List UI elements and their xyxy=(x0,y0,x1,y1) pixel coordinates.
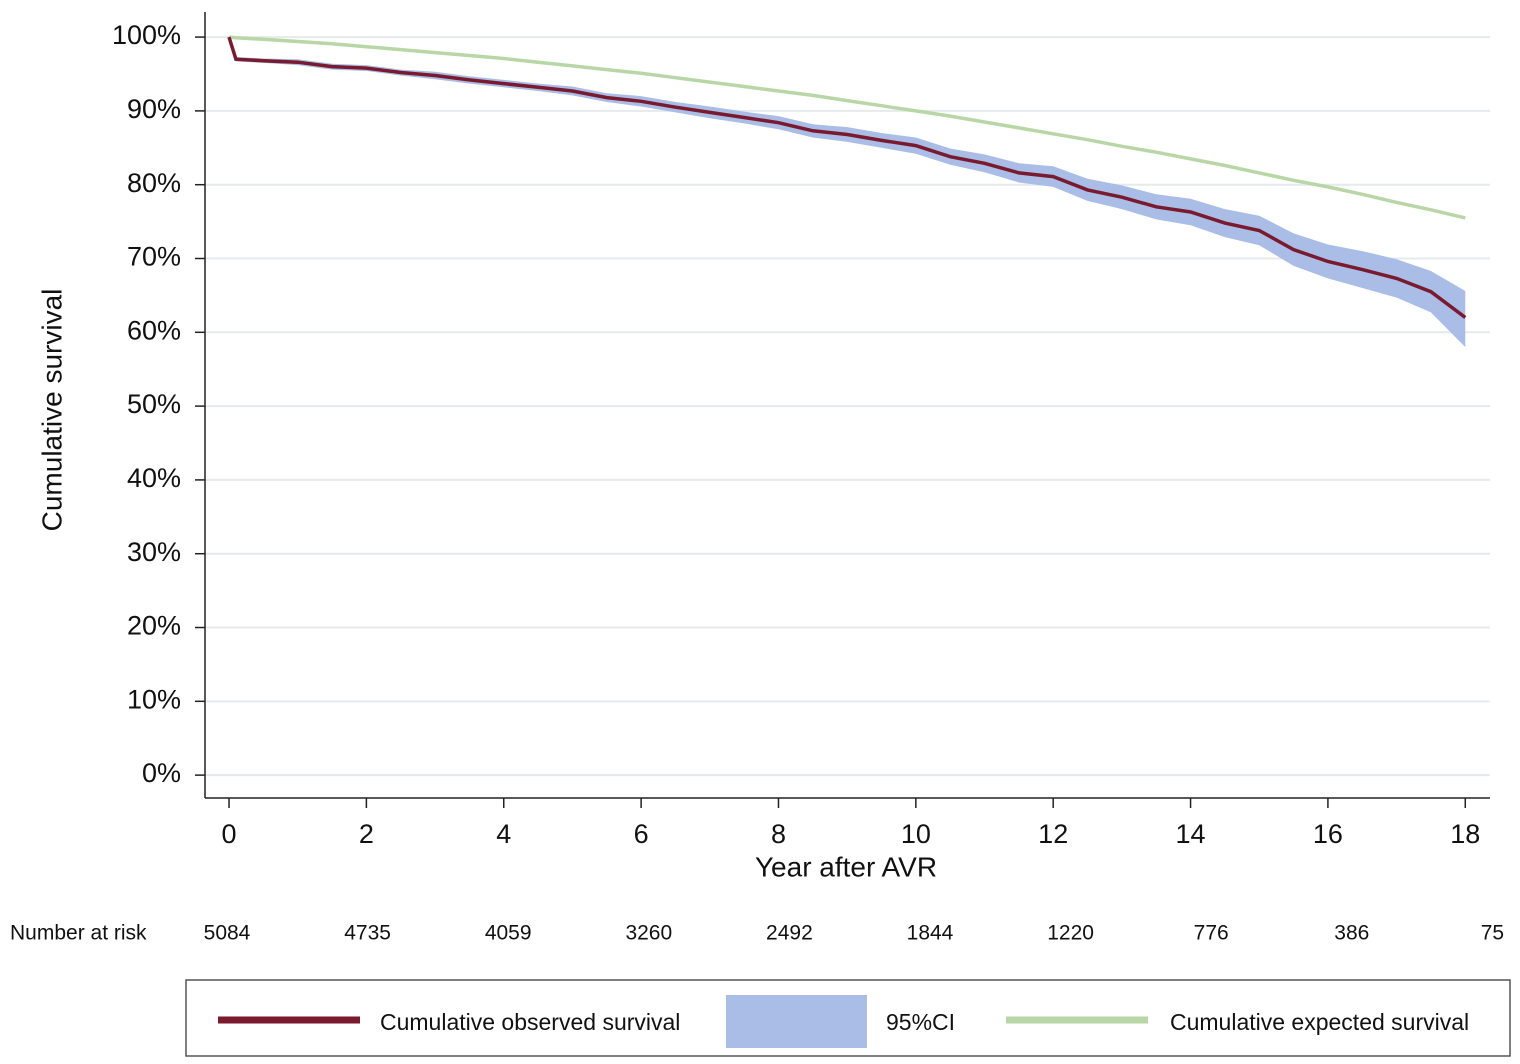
x-tick-label: 12 xyxy=(1038,819,1068,849)
y-axis-label: Cumulative survival xyxy=(36,289,67,532)
risk-label: Number at risk xyxy=(10,922,147,945)
x-tick-label: 6 xyxy=(634,819,649,849)
y-tick-label: 40% xyxy=(127,463,181,493)
risk-value: 1844 xyxy=(907,922,954,945)
x-tick-label: 2 xyxy=(359,819,374,849)
legend-label: Cumulative observed survival xyxy=(380,1009,680,1035)
x-tick-label: 10 xyxy=(901,819,931,849)
x-tick-label: 16 xyxy=(1313,819,1343,849)
y-tick-label: 70% xyxy=(127,242,181,272)
legend-label: Cumulative expected survival xyxy=(1170,1009,1469,1035)
risk-value: 5084 xyxy=(204,922,251,945)
y-tick-label: 90% xyxy=(127,94,181,124)
x-axis-label: Year after AVR xyxy=(755,851,937,882)
legend-swatch xyxy=(726,995,867,1048)
risk-value: 3260 xyxy=(625,922,672,945)
x-tick-label: 0 xyxy=(222,819,237,849)
risk-value: 75 xyxy=(1481,922,1504,945)
survival-line xyxy=(228,35,1466,220)
risk-value: 4059 xyxy=(485,922,532,945)
y-tick-label: 60% xyxy=(127,315,181,345)
x-tick-label: 4 xyxy=(496,819,511,849)
survival-line xyxy=(227,36,1467,319)
y-tick-label: 10% xyxy=(127,684,181,714)
risk-value: 1220 xyxy=(1047,922,1094,945)
risk-value: 776 xyxy=(1194,922,1229,945)
y-tick-label: 50% xyxy=(127,389,181,419)
y-tick-label: 100% xyxy=(112,20,181,50)
risk-value: 2492 xyxy=(766,922,813,945)
x-tick-label: 14 xyxy=(1176,819,1206,849)
risk-value: 386 xyxy=(1334,922,1369,945)
x-tick-label: 8 xyxy=(771,819,786,849)
ci-band xyxy=(229,37,1466,348)
y-tick-label: 0% xyxy=(142,758,181,788)
legend-label: 95%CI xyxy=(886,1009,955,1035)
y-tick-label: 30% xyxy=(127,537,181,567)
y-tick-label: 80% xyxy=(127,168,181,198)
y-tick-label: 20% xyxy=(127,611,181,641)
risk-value: 4735 xyxy=(344,922,391,945)
x-tick-label: 18 xyxy=(1450,819,1480,849)
